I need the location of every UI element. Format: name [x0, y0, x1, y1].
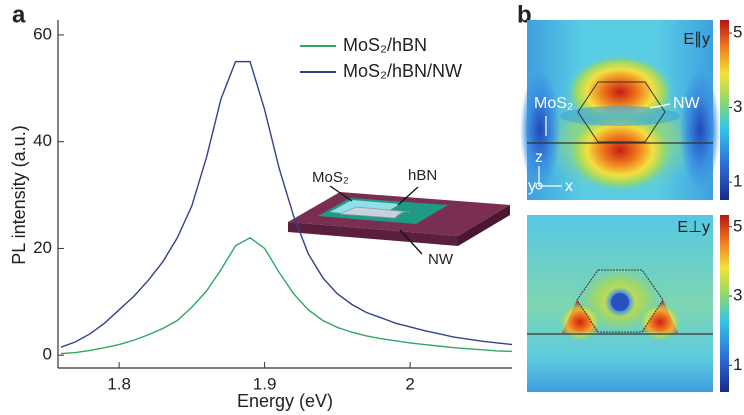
annotation: y — [528, 178, 536, 195]
annotation: NW — [673, 95, 701, 112]
map-label: E⊥y — [677, 219, 710, 236]
colorbar — [720, 215, 729, 392]
annotation: NW — [428, 251, 454, 268]
inset-schematic — [288, 186, 510, 254]
annotation: x — [565, 178, 573, 195]
y-axis-label: PL intensity (a.u.) — [9, 125, 29, 264]
colorbar-tick-label: 3 — [733, 286, 742, 305]
y-tick-label: 60 — [33, 24, 52, 43]
annotation: hBN — [408, 167, 437, 184]
map-label: E∥y — [683, 31, 710, 48]
y-tick-label: 20 — [33, 238, 52, 257]
annotation: MoS₂ — [312, 169, 349, 186]
colorbar — [720, 20, 729, 200]
colorbar-tick-label: 5 — [733, 216, 742, 235]
x-axis-label: Energy (eV) — [237, 391, 333, 411]
y-tick-label: 40 — [33, 131, 52, 150]
field-map — [527, 215, 713, 392]
panel-label: a — [12, 1, 26, 28]
y-tick-label: 0 — [43, 345, 52, 364]
x-tick-label: 1.8 — [107, 374, 131, 393]
annotation: MoS₂ — [534, 95, 573, 112]
colorbar-tick-label: 1 — [733, 355, 742, 374]
x-tick-label: 2 — [405, 374, 414, 393]
colorbar-tick-label: 5 — [733, 23, 742, 42]
figure: a b Energy (eV) PL intensity (a.u.) MoS₂… — [0, 0, 744, 415]
x-tick-label: 1.9 — [253, 374, 277, 393]
legend-label: MoS₂/hBN — [343, 35, 427, 55]
legend-label: MoS₂/hBN/NW — [343, 61, 462, 81]
colorbar-tick-label: 1 — [733, 172, 742, 191]
annotation: z — [535, 149, 543, 166]
colorbar-tick-label: 3 — [733, 97, 742, 116]
